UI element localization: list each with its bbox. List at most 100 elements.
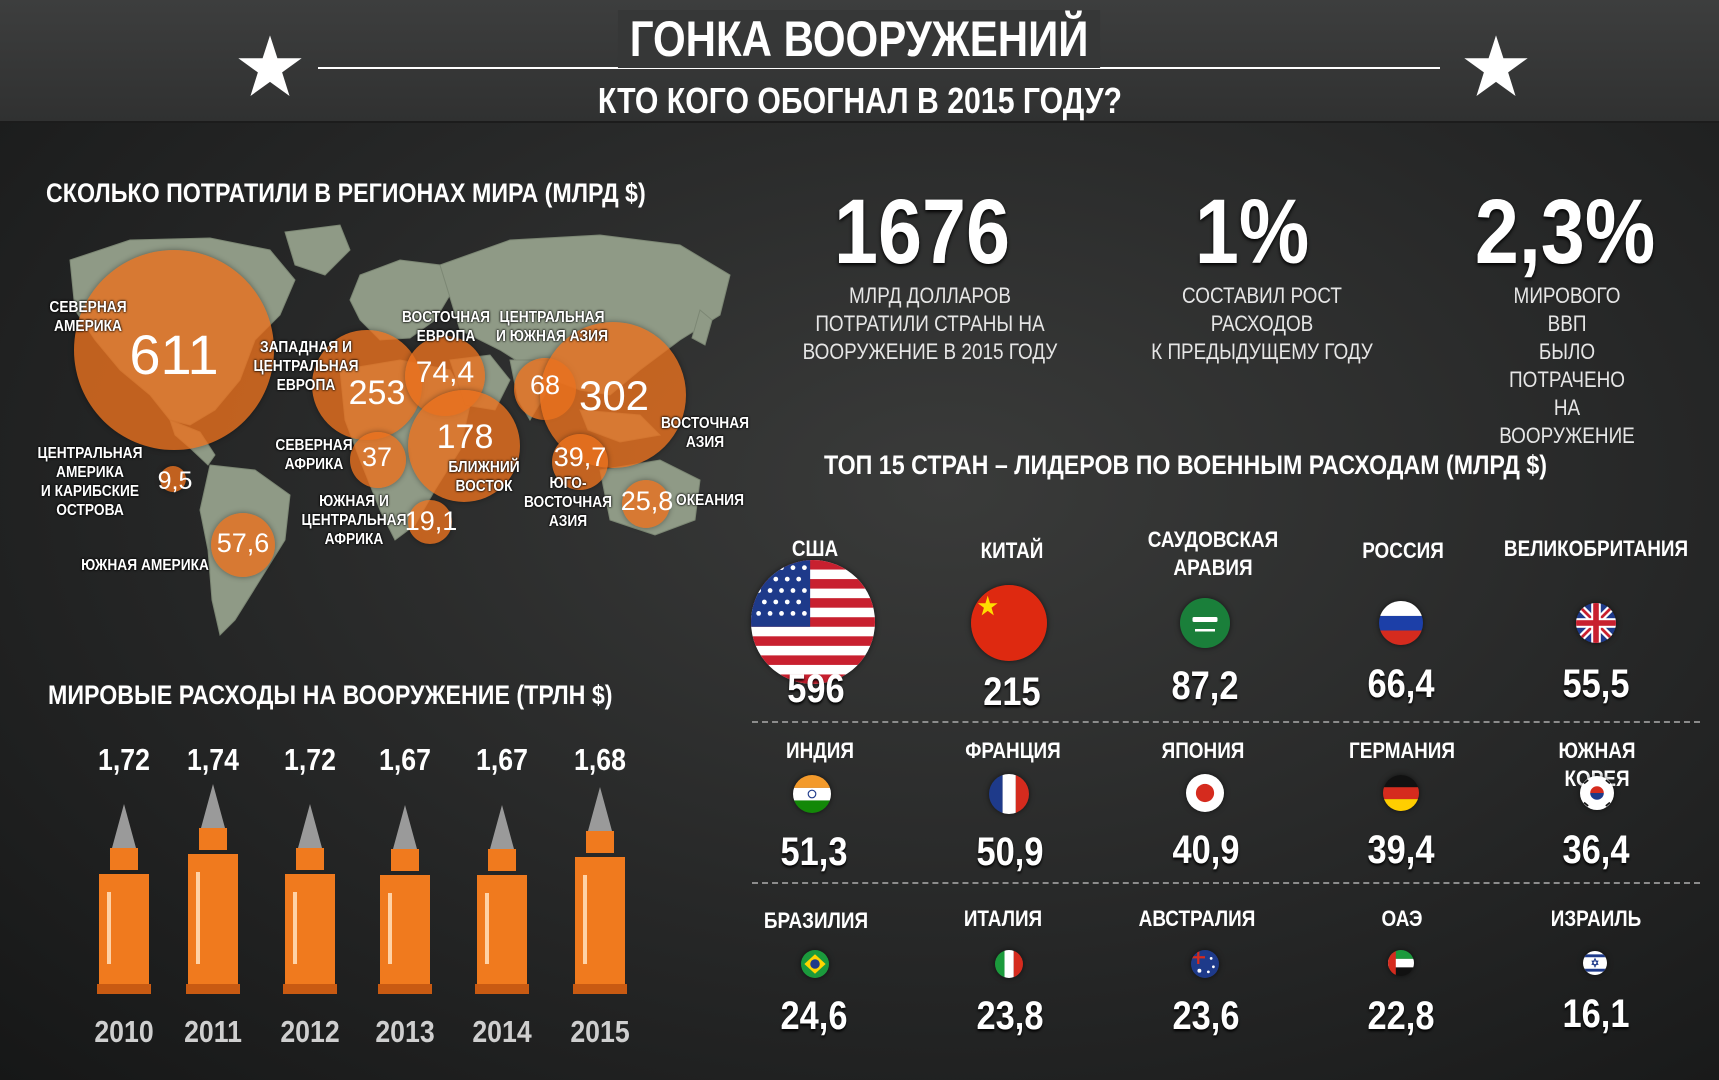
label-east-asia: ВОСТОЧНАЯ АЗИЯ <box>660 415 750 451</box>
country-value-germany: 39,4 <box>1367 828 1435 872</box>
value-north-america: 611 <box>129 323 219 386</box>
germany-flag-icon <box>1383 775 1419 811</box>
row-divider <box>752 882 1700 884</box>
spending-value: 1,72 <box>284 742 336 777</box>
regions-title: СКОЛЬКО ПОТРАТИЛИ В РЕГИОНАХ МИРА (МЛРД … <box>46 178 646 208</box>
usa-flag-icon <box>751 560 875 684</box>
year-label: 2010 <box>94 1014 154 1049</box>
country-value-uae: 22,8 <box>1367 994 1435 1038</box>
italy-flag-icon <box>995 950 1023 978</box>
china-flag-icon <box>971 585 1047 661</box>
country-name-russia: РОССИЯ <box>1362 538 1444 563</box>
country-value-usa: 596 <box>787 667 845 711</box>
value-eastern-europe: 74,4 <box>415 356 475 389</box>
value-north-africa: 37 <box>361 442 393 472</box>
country-value-china: 215 <box>983 670 1041 714</box>
star-icon <box>1464 35 1528 96</box>
bubble-central-america <box>160 466 186 492</box>
japan-flag-icon <box>1186 774 1224 812</box>
bullet-icon <box>97 804 151 994</box>
world-spending-title: МИРОВЫЕ РАСХОДЫ НА ВООРУЖЕНИЕ (ТРЛН $) <box>48 680 613 710</box>
row-divider <box>752 721 1700 723</box>
country-name-usa: США <box>791 536 839 561</box>
country-name-uae: ОАЭ <box>1381 906 1423 931</box>
country-value-south-korea: 36,4 <box>1562 828 1630 872</box>
bullet-icon <box>186 784 240 994</box>
country-value-italy: 23,8 <box>976 994 1044 1038</box>
country-value-india: 51,3 <box>780 830 848 874</box>
spending-value: 1,74 <box>187 742 239 777</box>
spending-value: 1,72 <box>98 742 150 777</box>
value-southeast-asia: 39,7 <box>553 442 607 472</box>
bubble-middle-east <box>408 390 520 502</box>
spending-value: 1,67 <box>476 742 528 777</box>
country-name-japan: ЯПОНИЯ <box>1161 738 1245 763</box>
country-name-china: КИТАЙ <box>980 538 1044 563</box>
country-name-india: ИНДИЯ <box>786 738 854 763</box>
russia-flag-icon <box>1379 601 1423 645</box>
stat-text-growth: СОСТАВИЛ РОСТ РАСХОДОВ К ПРЕДЫДУЩЕМУ ГОД… <box>1151 283 1373 364</box>
value-central-america: 9,5 <box>157 467 193 495</box>
country-name-brazil: БРАЗИЛИЯ <box>763 908 869 933</box>
south-korea-flag-icon <box>1580 776 1614 810</box>
label-middle-east: БЛИЖНИЙ ВОСТОК <box>448 459 520 495</box>
stat-text-total: МЛРД ДОЛЛАРОВ ПОТРАТИЛИ СТРАНЫ НА ВООРУЖ… <box>802 283 1058 364</box>
value-western-central-europe: 253 <box>348 374 406 412</box>
bubble-south-central-africa <box>408 500 452 544</box>
year-label: 2015 <box>570 1014 630 1049</box>
country-value-russia: 66,4 <box>1367 662 1435 706</box>
year-label: 2011 <box>184 1014 242 1049</box>
israel-flag-icon <box>1583 951 1607 975</box>
bullet-icon <box>475 805 529 994</box>
header-divider <box>318 67 1440 69</box>
saudi-arabia-flag-icon <box>1180 598 1230 648</box>
value-central-south-asia: 68 <box>529 370 561 400</box>
country-name-australia: АВСТРАЛИЯ <box>1138 906 1256 931</box>
bullet-icon <box>378 805 432 994</box>
country-value-japan: 40,9 <box>1172 828 1240 872</box>
year-label: 2013 <box>375 1014 435 1049</box>
value-middle-east: 178 <box>436 418 494 456</box>
label-western-central-europe: ЗАПАДНАЯ И ЦЕНТРАЛЬНАЯ ЕВРОПА <box>253 339 359 394</box>
bubble-north-africa <box>350 432 406 488</box>
country-name-italy: ИТАЛИЯ <box>963 906 1043 931</box>
top15-title: ТОП 15 СТРАН – ЛИДЕРОВ ПО ВОЕННЫМ РАСХОД… <box>824 450 1548 480</box>
value-east-asia: 302 <box>578 372 650 419</box>
bubble-oceania <box>622 480 670 528</box>
france-flag-icon <box>989 774 1029 814</box>
label-eastern-europe: ВОСТОЧНАЯ ЕВРОПА <box>401 309 491 345</box>
label-south-america: ЮЖНАЯ АМЕРИКА <box>81 557 209 574</box>
bubble-north-america <box>74 250 274 450</box>
page-title: ГОНКА ВООРУЖЕНИЙ <box>0 10 1719 68</box>
bubble-southeast-asia <box>552 434 608 490</box>
country-value-france: 50,9 <box>976 830 1044 874</box>
country-value-israel: 16,1 <box>1562 992 1630 1036</box>
uae-flag-icon <box>1388 950 1414 976</box>
stat-value-total: 1676 <box>833 181 1011 283</box>
country-value-uk: 55,5 <box>1562 662 1630 706</box>
value-south-america: 57,6 <box>216 528 270 558</box>
label-south-central-africa: ЮЖНАЯ И ЦЕНТРАЛЬНАЯ АФРИКА <box>301 493 407 548</box>
label-central-america: ЦЕНТРАЛЬНАЯ АМЕРИКА И КАРИБСКИЕ ОСТРОВА <box>37 445 143 519</box>
year-label: 2014 <box>472 1014 532 1049</box>
australia-flag-icon <box>1191 950 1219 978</box>
label-central-south-asia: ЦЕНТРАЛЬНАЯ И ЮЖНАЯ АЗИЯ <box>496 309 608 345</box>
spending-value: 1,68 <box>574 742 626 777</box>
star-icon <box>238 35 302 96</box>
uk-flag-icon <box>1576 603 1616 643</box>
header: ГОНКА ВООРУЖЕНИЙ КТО КОГО ОБОГНАЛ В 2015… <box>0 0 1719 123</box>
country-name-israel: ИЗРАИЛЬ <box>1550 906 1642 931</box>
country-value-saudi-arabia: 87,2 <box>1171 664 1239 708</box>
bullet-icon <box>283 804 337 994</box>
brazil-flag-icon <box>801 950 829 978</box>
country-name-saudi-arabia: САУДОВСКАЯ АРАВИЯ <box>1147 527 1279 580</box>
label-oceania: ОКЕАНИЯ <box>676 492 744 509</box>
country-name-germany: ГЕРМАНИЯ <box>1348 738 1456 763</box>
page-subtitle: КТО КОГО ОБОГНАЛ В 2015 ГОДУ? <box>597 80 1122 121</box>
country-name-uk: ВЕЛИКОБРИТАНИЯ <box>1503 536 1689 561</box>
bubble-south-america <box>211 513 275 577</box>
bubble-western-central-europe <box>312 330 422 440</box>
stat-text-gdp: МИРОВОГО ВВП БЫЛО ПОТРАЧЕНО НА ВООРУЖЕНИ… <box>1499 283 1635 448</box>
year-label: 2012 <box>280 1014 340 1049</box>
value-oceania: 25,8 <box>620 486 674 516</box>
